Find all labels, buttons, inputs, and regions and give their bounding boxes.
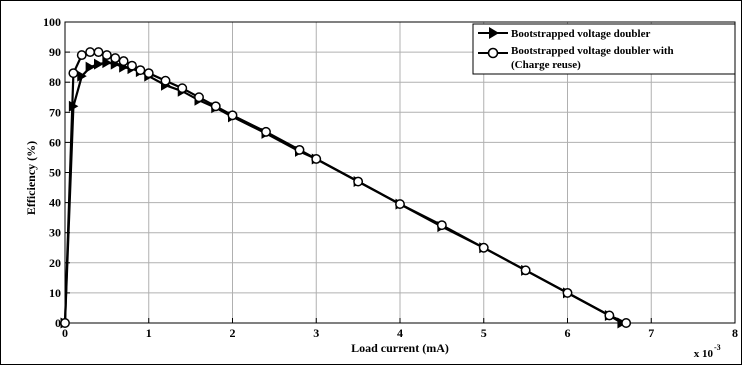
legend-label-2: Bootstrapped voltage doubler with: [511, 45, 674, 57]
data-point-circle: [85, 47, 96, 58]
x-tick-labels: 0 1 2 3 4 5 6 7 8: [62, 326, 738, 340]
x-tick-label: 5: [481, 326, 487, 340]
x-tick-label: 7: [648, 326, 654, 340]
data-point-circle: [160, 75, 171, 86]
data-point-triangle: [102, 57, 112, 69]
data-point-circle: [118, 56, 129, 67]
y-tick-labels: 0 10 20 30 40 50 60 70 80 90 100: [43, 15, 61, 330]
data-point-circle: [210, 101, 221, 112]
data-point-circle: [127, 60, 137, 71]
y-tick-label: 20: [49, 256, 61, 270]
x-tick-label: 4: [397, 326, 403, 340]
data-point-circle: [562, 287, 573, 298]
x-axis-title: Load current (mA): [351, 341, 449, 355]
y-tick-label: 60: [49, 135, 61, 149]
data-point-circle: [101, 50, 112, 61]
y-tick-label: 10: [49, 286, 61, 300]
y-tick-label: 70: [49, 105, 61, 119]
data-point-triangle: [85, 61, 96, 73]
data-point-triangle: [68, 100, 79, 112]
data-point-circle: [311, 154, 322, 164]
x-multiplier-exponent: -3: [714, 343, 721, 352]
y-tick-label: 50: [49, 166, 61, 180]
legend-box: [472, 23, 736, 75]
data-point-circle: [227, 110, 238, 121]
data-point-circle: [261, 126, 271, 137]
x-tick-label: 0: [62, 326, 68, 340]
data-point-circle: [177, 83, 188, 94]
series-layer: [60, 47, 632, 329]
data-point-circle: [478, 242, 489, 253]
data-point-circle: [68, 68, 79, 79]
data-point-circle: [143, 68, 154, 79]
x-multiplier: x 10: [694, 348, 714, 360]
y-tick-label: 0: [55, 316, 61, 330]
y-tick-label: 30: [49, 226, 61, 240]
legend: Bootstrapped voltage doubler Bootstrappe…: [472, 23, 736, 75]
data-point-circle: [76, 50, 87, 61]
data-point-circle: [93, 47, 104, 58]
data-point-circle: [135, 65, 146, 76]
data-point-circle: [436, 220, 447, 231]
data-point-circle: [110, 53, 121, 64]
data-point-circle: [353, 176, 364, 187]
x-tick-label: 1: [146, 326, 152, 340]
data-point-triangle: [77, 70, 87, 82]
data-point-circle: [194, 92, 204, 103]
x-tick-label: 6: [565, 326, 571, 340]
data-point-circle: [621, 318, 632, 328]
grid: [65, 22, 735, 323]
data-point-circle: [60, 318, 70, 328]
axes: [64, 21, 736, 324]
data-point-circle: [395, 199, 405, 210]
circle-marker-icon: [487, 47, 499, 59]
data-point-circle: [604, 310, 615, 321]
y-tick-label: 80: [49, 75, 61, 89]
triangle-right-marker-icon: [489, 27, 499, 39]
y-axis-title: Efficiency (%): [24, 141, 38, 215]
legend-label-2b: (Charge reuse): [511, 59, 581, 71]
y-tick-label: 90: [49, 45, 61, 59]
y-tick-label: 40: [49, 196, 61, 210]
data-point-triangle: [94, 58, 104, 70]
legend-label-1: Bootstrapped voltage doubler: [511, 28, 650, 40]
x-tick-label: 8: [732, 326, 738, 340]
data-point-circle: [520, 265, 531, 276]
data-point-circle: [294, 144, 305, 155]
x-tick-label: 3: [313, 326, 319, 340]
x-tick-label: 2: [230, 326, 236, 340]
y-tick-label: 100: [43, 15, 61, 29]
